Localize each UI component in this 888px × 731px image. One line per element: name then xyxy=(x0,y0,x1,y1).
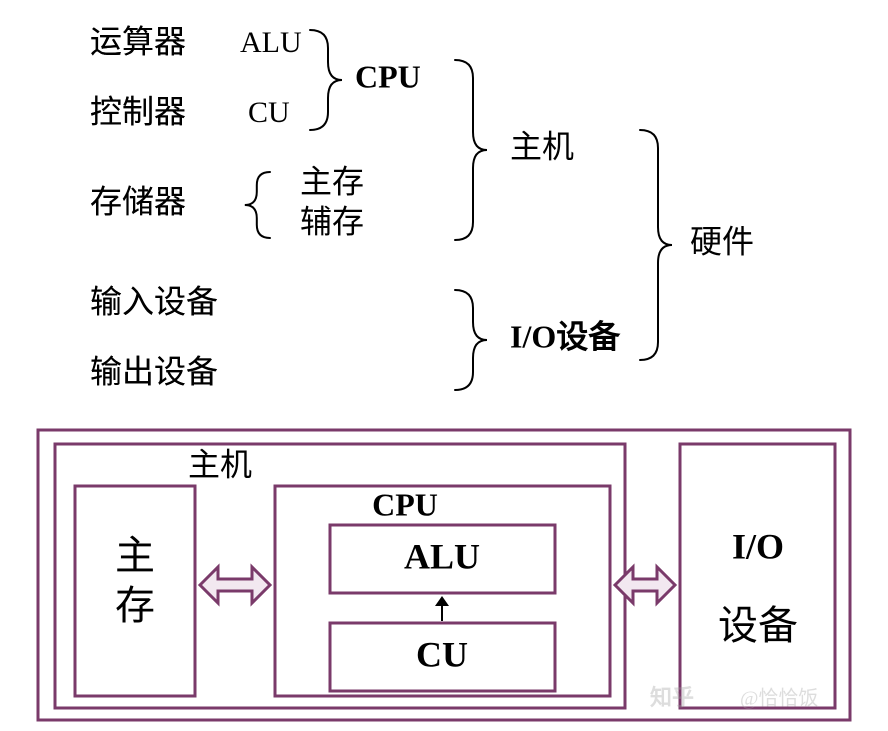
component-en-label: CU xyxy=(248,96,290,129)
alu-title: ALU xyxy=(404,536,480,576)
io-title-2: 设备 xyxy=(718,603,798,648)
arrow-mem-cpu xyxy=(200,567,270,603)
component-label: 存储器 xyxy=(90,183,186,219)
svg-text:@恰恰饭: @恰恰饭 xyxy=(740,687,818,710)
block-diagram: 主机主存 CPU ALU CU I/O 设备 xyxy=(38,430,850,720)
watermark: 知乎 @恰恰饭 xyxy=(650,685,818,710)
group-label: 主机 xyxy=(510,128,574,164)
cu-title: CU xyxy=(416,634,468,674)
memory-title-1: 主 xyxy=(115,533,155,578)
io-box xyxy=(680,444,835,708)
group-label: 硬件 xyxy=(690,223,754,259)
storage-child: 辅存 xyxy=(300,203,364,239)
host-title: 主机 xyxy=(188,446,252,482)
component-label: 输出设备 xyxy=(90,353,218,389)
group-label: I/O设备 xyxy=(510,318,621,354)
arrow-cu-alu xyxy=(435,596,449,621)
component-label: 控制器 xyxy=(90,93,186,129)
component-label: 输入设备 xyxy=(90,283,218,319)
group-label: CPU xyxy=(355,58,421,94)
io-title-1: I/O xyxy=(732,526,784,566)
memory-title-2: 存 xyxy=(115,583,155,628)
hierarchy-tree: 运算器运算器ALU控制器控制器CU存储器存储器输入设备输入设备输出设备输出设备主… xyxy=(90,23,754,390)
component-label: 运算器 xyxy=(90,23,186,59)
svg-text:知乎: 知乎 xyxy=(650,685,694,710)
component-en-label: ALU xyxy=(240,26,302,59)
storage-child: 主存 xyxy=(300,163,364,199)
cpu-title: CPU xyxy=(372,486,438,522)
